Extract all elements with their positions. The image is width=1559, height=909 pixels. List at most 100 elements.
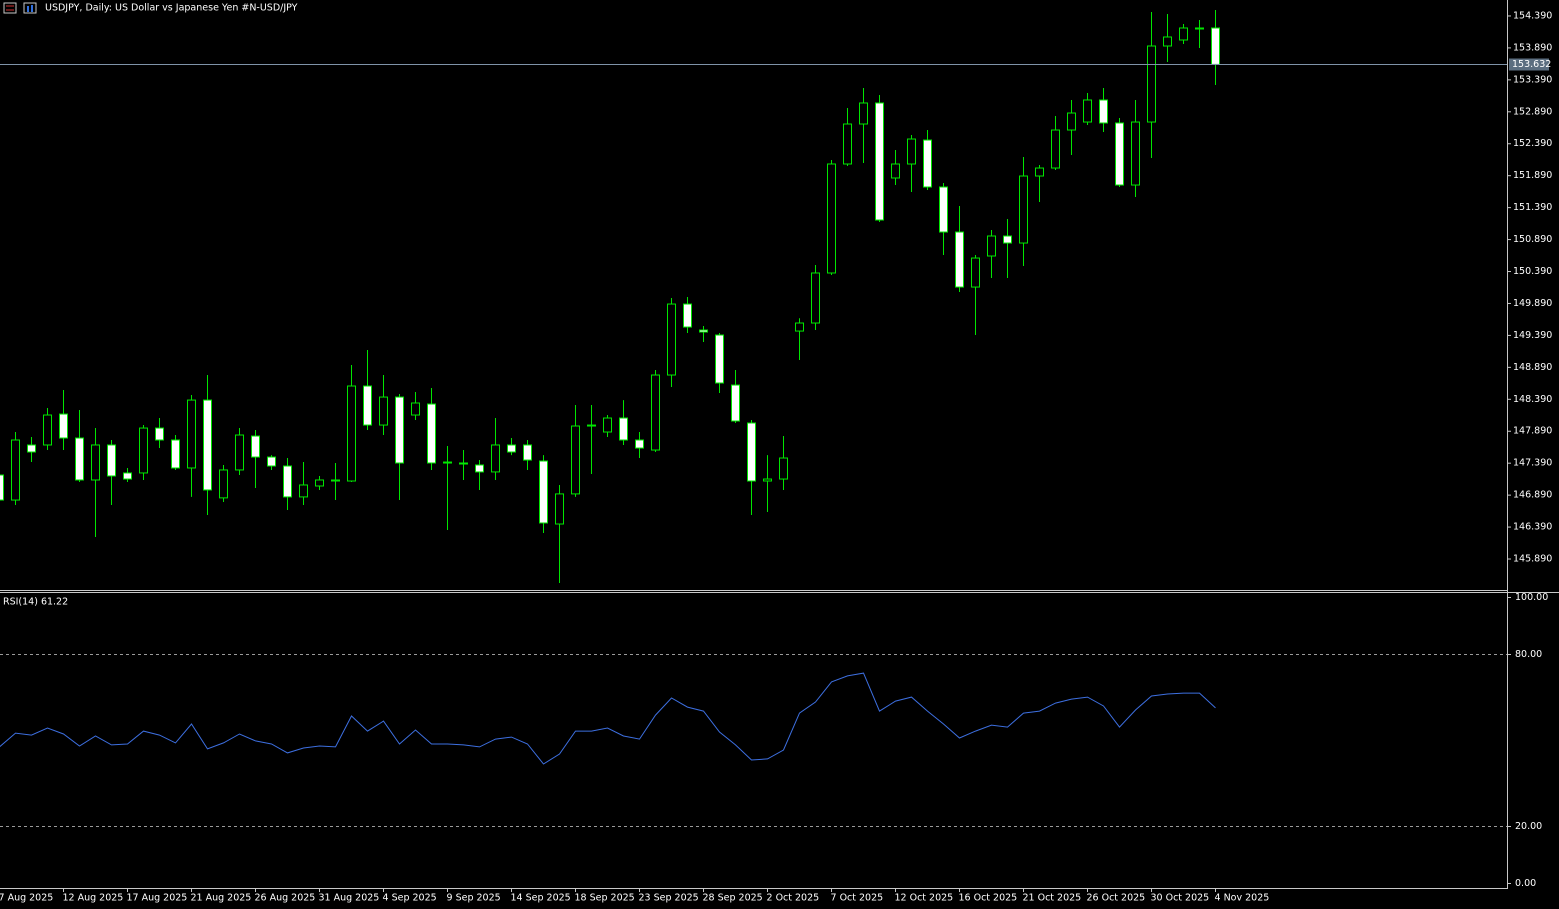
candle-body bbox=[651, 374, 660, 451]
candle-body bbox=[699, 329, 708, 333]
y-tick-label: 149.890 bbox=[1513, 298, 1552, 309]
x-tick-label: 12 Aug 2025 bbox=[63, 893, 124, 904]
candle-body bbox=[555, 493, 564, 525]
y-tick-label: 152.890 bbox=[1513, 106, 1552, 117]
candle-body bbox=[363, 385, 372, 426]
y-tick-label: 147.390 bbox=[1513, 458, 1552, 469]
candle-body bbox=[43, 414, 52, 446]
y-tick-label: 20.00 bbox=[1515, 821, 1542, 832]
rsi-line bbox=[0, 672, 1216, 765]
candle-body bbox=[411, 402, 420, 416]
candle-body bbox=[91, 444, 100, 481]
x-tick-label: 4 Sep 2025 bbox=[383, 893, 437, 904]
candle-body bbox=[1115, 122, 1124, 186]
candle-body bbox=[1099, 99, 1108, 124]
y-tick-label: 151.390 bbox=[1513, 202, 1552, 213]
chart-title: USDJPY, Daily: US Dollar vs Japanese Yen… bbox=[45, 3, 298, 14]
candle-body bbox=[731, 384, 740, 422]
candle-body bbox=[811, 272, 820, 324]
x-tick-label: 7 Aug 2025 bbox=[0, 893, 53, 904]
candle-body bbox=[619, 417, 628, 441]
candle-body bbox=[75, 437, 84, 481]
y-tick-label: 146.390 bbox=[1513, 522, 1552, 533]
candle-body bbox=[683, 303, 692, 328]
candle-body bbox=[267, 456, 276, 467]
candle-body bbox=[1163, 36, 1172, 47]
candle-body bbox=[587, 424, 596, 427]
candle-body bbox=[795, 322, 804, 332]
y-tick-label: 150.890 bbox=[1513, 234, 1552, 245]
x-tick-label: 31 Aug 2025 bbox=[319, 893, 380, 904]
candle-body bbox=[11, 439, 20, 501]
candle-body bbox=[859, 102, 868, 125]
y-tick-label: 151.890 bbox=[1513, 170, 1552, 181]
y-tick-label: 153.890 bbox=[1513, 42, 1552, 53]
y-tick-label: 145.890 bbox=[1513, 554, 1552, 565]
x-tick-label: 16 Oct 2025 bbox=[959, 893, 1018, 904]
candle-body bbox=[715, 334, 724, 384]
x-tick-label: 4 Nov 2025 bbox=[1215, 893, 1270, 904]
y-tick-label: 148.890 bbox=[1513, 362, 1552, 373]
candle-body bbox=[667, 303, 676, 376]
y-tick-label: 80.00 bbox=[1515, 649, 1542, 660]
indicator-title: RSI(14) 61.22 bbox=[3, 597, 68, 608]
x-tick-label: 17 Aug 2025 bbox=[127, 893, 188, 904]
candle-body bbox=[955, 231, 964, 288]
candle-body bbox=[1035, 167, 1044, 177]
candle-body bbox=[923, 139, 932, 188]
candle-body bbox=[635, 439, 644, 449]
candle-body bbox=[539, 460, 548, 524]
icon bbox=[23, 2, 37, 14]
x-tick-label: 30 Oct 2025 bbox=[1151, 893, 1210, 904]
candle-body bbox=[395, 396, 404, 464]
current-price-box bbox=[1509, 58, 1549, 71]
x-tick-label: 23 Sep 2025 bbox=[639, 893, 699, 904]
candle-body bbox=[875, 102, 884, 221]
y-tick-label: 146.890 bbox=[1513, 490, 1552, 501]
candle-body bbox=[827, 163, 836, 274]
y-tick-label: 149.390 bbox=[1513, 330, 1552, 341]
candle-body bbox=[491, 444, 500, 473]
candle-body bbox=[1067, 112, 1076, 131]
candle-body bbox=[1195, 27, 1204, 30]
x-tick-label: 26 Aug 2025 bbox=[255, 893, 316, 904]
candle-body bbox=[347, 385, 356, 482]
candle-body bbox=[507, 444, 516, 453]
candle-body bbox=[1179, 27, 1188, 41]
candle-body bbox=[427, 403, 436, 464]
x-tick-label: 18 Sep 2025 bbox=[575, 893, 635, 904]
candle-body bbox=[139, 427, 148, 474]
candle-body bbox=[987, 235, 996, 257]
icon bbox=[3, 2, 17, 14]
candle-body bbox=[299, 484, 308, 498]
candle-body bbox=[843, 123, 852, 165]
candle-body bbox=[379, 396, 388, 426]
candle-body bbox=[763, 478, 772, 482]
candle-body bbox=[1083, 99, 1092, 123]
symbol-icons bbox=[3, 2, 37, 14]
candle-body bbox=[123, 472, 132, 480]
candle-body bbox=[523, 444, 532, 461]
candle-body bbox=[27, 444, 36, 453]
y-tick-label: 150.390 bbox=[1513, 266, 1552, 277]
y-tick-label: 148.390 bbox=[1513, 394, 1552, 405]
x-tick-label: 12 Oct 2025 bbox=[895, 893, 954, 904]
candle-body bbox=[187, 399, 196, 469]
y-tick-label: 100.00 bbox=[1515, 592, 1548, 603]
icon bbox=[31, 5, 33, 12]
candle-body bbox=[219, 469, 228, 499]
candle-body bbox=[1051, 129, 1060, 169]
candle-body bbox=[315, 479, 324, 487]
candle-body bbox=[971, 257, 980, 288]
x-tick-label: 7 Oct 2025 bbox=[831, 893, 884, 904]
y-tick-label: 153.390 bbox=[1513, 74, 1552, 85]
candle-body bbox=[1019, 175, 1028, 244]
candle-body bbox=[747, 422, 756, 482]
candle-body bbox=[283, 465, 292, 498]
candle-body bbox=[939, 186, 948, 233]
y-tick-label: 152.390 bbox=[1513, 138, 1552, 149]
y-tick-label: 0.00 bbox=[1515, 878, 1536, 889]
icon bbox=[27, 6, 29, 12]
candle-body bbox=[171, 439, 180, 469]
